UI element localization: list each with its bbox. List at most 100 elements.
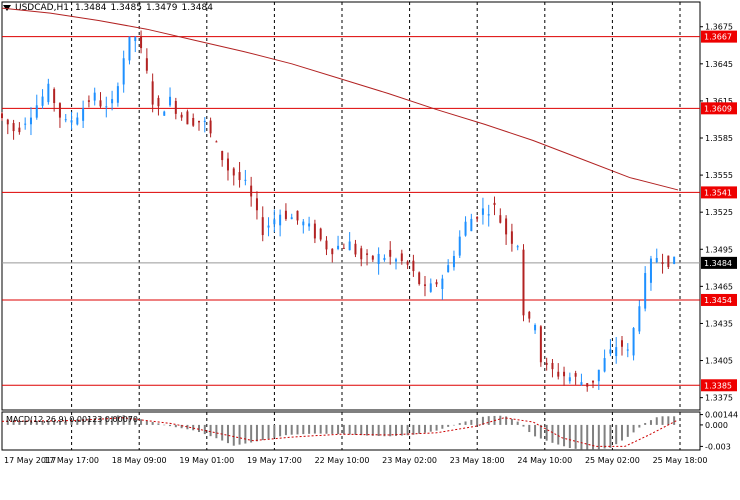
candle-body (24, 123, 27, 125)
macd-bar (371, 424, 374, 436)
macd-bar (134, 417, 137, 425)
macd-bar (180, 424, 183, 429)
candle-body (319, 228, 322, 240)
price-y-tick-label: 1.3375 (705, 394, 733, 403)
candle-body (620, 340, 623, 347)
price-y-tick-label: 1.3405 (705, 357, 733, 366)
macd-bar (226, 424, 229, 444)
macd-bar (47, 421, 50, 425)
macd-bar (116, 415, 119, 425)
price-y-tick-label: 1.3615 (705, 97, 733, 106)
macd-bar (284, 424, 287, 436)
x-tick-label: 25 May 02:00 (585, 456, 640, 465)
candle-body (198, 120, 201, 123)
candle-body (360, 248, 363, 260)
macd-bar (87, 418, 90, 425)
macd-bar (255, 424, 258, 442)
macd-bar (568, 424, 571, 448)
candle-body (145, 58, 148, 71)
macd-bar (545, 424, 548, 441)
macd-bar (232, 424, 235, 446)
x-tick-label: 17 May 17:00 (44, 456, 99, 465)
macd-bar (522, 424, 525, 427)
candle-body (522, 249, 525, 316)
price-level-tag-label: 1.3609 (704, 104, 732, 113)
macd-bar (348, 424, 351, 435)
price-y-tick-label: 1.3675 (705, 23, 733, 32)
x-tick-label: 19 May 17:00 (247, 456, 302, 465)
macd-bar (76, 419, 79, 425)
macd-bar (308, 424, 311, 434)
macd-bar (458, 423, 461, 425)
macd-bar (673, 416, 676, 425)
candle-body (111, 99, 114, 104)
macd-bar (592, 424, 595, 450)
price-y-tick-label: 1.3435 (705, 319, 733, 328)
macd-bar (302, 424, 305, 435)
macd-bar (342, 424, 345, 435)
candle-body (1, 113, 3, 119)
macd-bar (64, 420, 67, 425)
macd-bar (267, 424, 270, 439)
candle-body (505, 218, 508, 235)
macd-bar (603, 424, 606, 449)
candle-body (313, 223, 316, 239)
candle-body (649, 258, 652, 283)
price-level-tag-label: 1.3667 (704, 33, 732, 42)
macd-bar (203, 424, 206, 435)
candle-body (70, 120, 73, 123)
price-level-tag (701, 102, 737, 115)
candle-body (169, 96, 172, 106)
candle-body (354, 243, 357, 255)
menu-triangle-icon[interactable] (3, 5, 11, 11)
current-price-tag (701, 256, 737, 269)
macd-bar (41, 421, 44, 425)
x-tick-label: 25 May 18:00 (653, 456, 708, 465)
x-tick-label: 17 May 2017 (4, 456, 56, 465)
macd-bar (296, 424, 299, 435)
candle-body (151, 81, 154, 105)
candle-body (76, 117, 79, 125)
candle-body (429, 283, 432, 292)
macd-bar (429, 424, 432, 432)
macd-y-tick-label: 0.000 (705, 421, 728, 430)
macd-bar (186, 424, 189, 430)
macd-bar (516, 421, 519, 425)
macd-bar (163, 424, 166, 426)
macd-bar (12, 420, 15, 425)
macd-bar (539, 424, 542, 439)
macd-bar (82, 418, 85, 425)
candle-body (534, 324, 537, 331)
symbol-label: USDCAD,H1 (15, 3, 69, 13)
candle-body (273, 219, 276, 225)
macd-bar (122, 415, 125, 425)
candle-body (250, 185, 253, 197)
candle-body (470, 218, 473, 232)
chart-header: USDCAD,H1 1.3484 1.3485 1.3479 1.3484 (0, 0, 217, 16)
macd-bar (597, 424, 600, 450)
macd-bar (655, 417, 658, 425)
candle-body (180, 114, 183, 118)
x-tick-label: 23 May 02:00 (382, 456, 437, 465)
candle-body (35, 105, 38, 118)
price-y-tick-label: 1.3525 (705, 208, 733, 217)
macd-bar (505, 416, 508, 425)
candle-body (557, 371, 560, 377)
candle-body (389, 249, 392, 257)
candle-body (383, 257, 386, 261)
candle-body (58, 103, 61, 118)
low-value: 1.3479 (145, 3, 178, 13)
candle-body (673, 256, 676, 264)
high-value: 1.3485 (110, 3, 142, 13)
candle-body (377, 253, 380, 264)
candle-body (290, 217, 293, 220)
macd-bar (273, 424, 276, 438)
macd-bar (563, 424, 566, 447)
candle-body (203, 120, 206, 123)
candle-body (395, 259, 398, 262)
macd-bar (574, 424, 577, 449)
candle-body (134, 37, 137, 42)
candle-body (232, 168, 235, 176)
candle-body (528, 311, 531, 319)
